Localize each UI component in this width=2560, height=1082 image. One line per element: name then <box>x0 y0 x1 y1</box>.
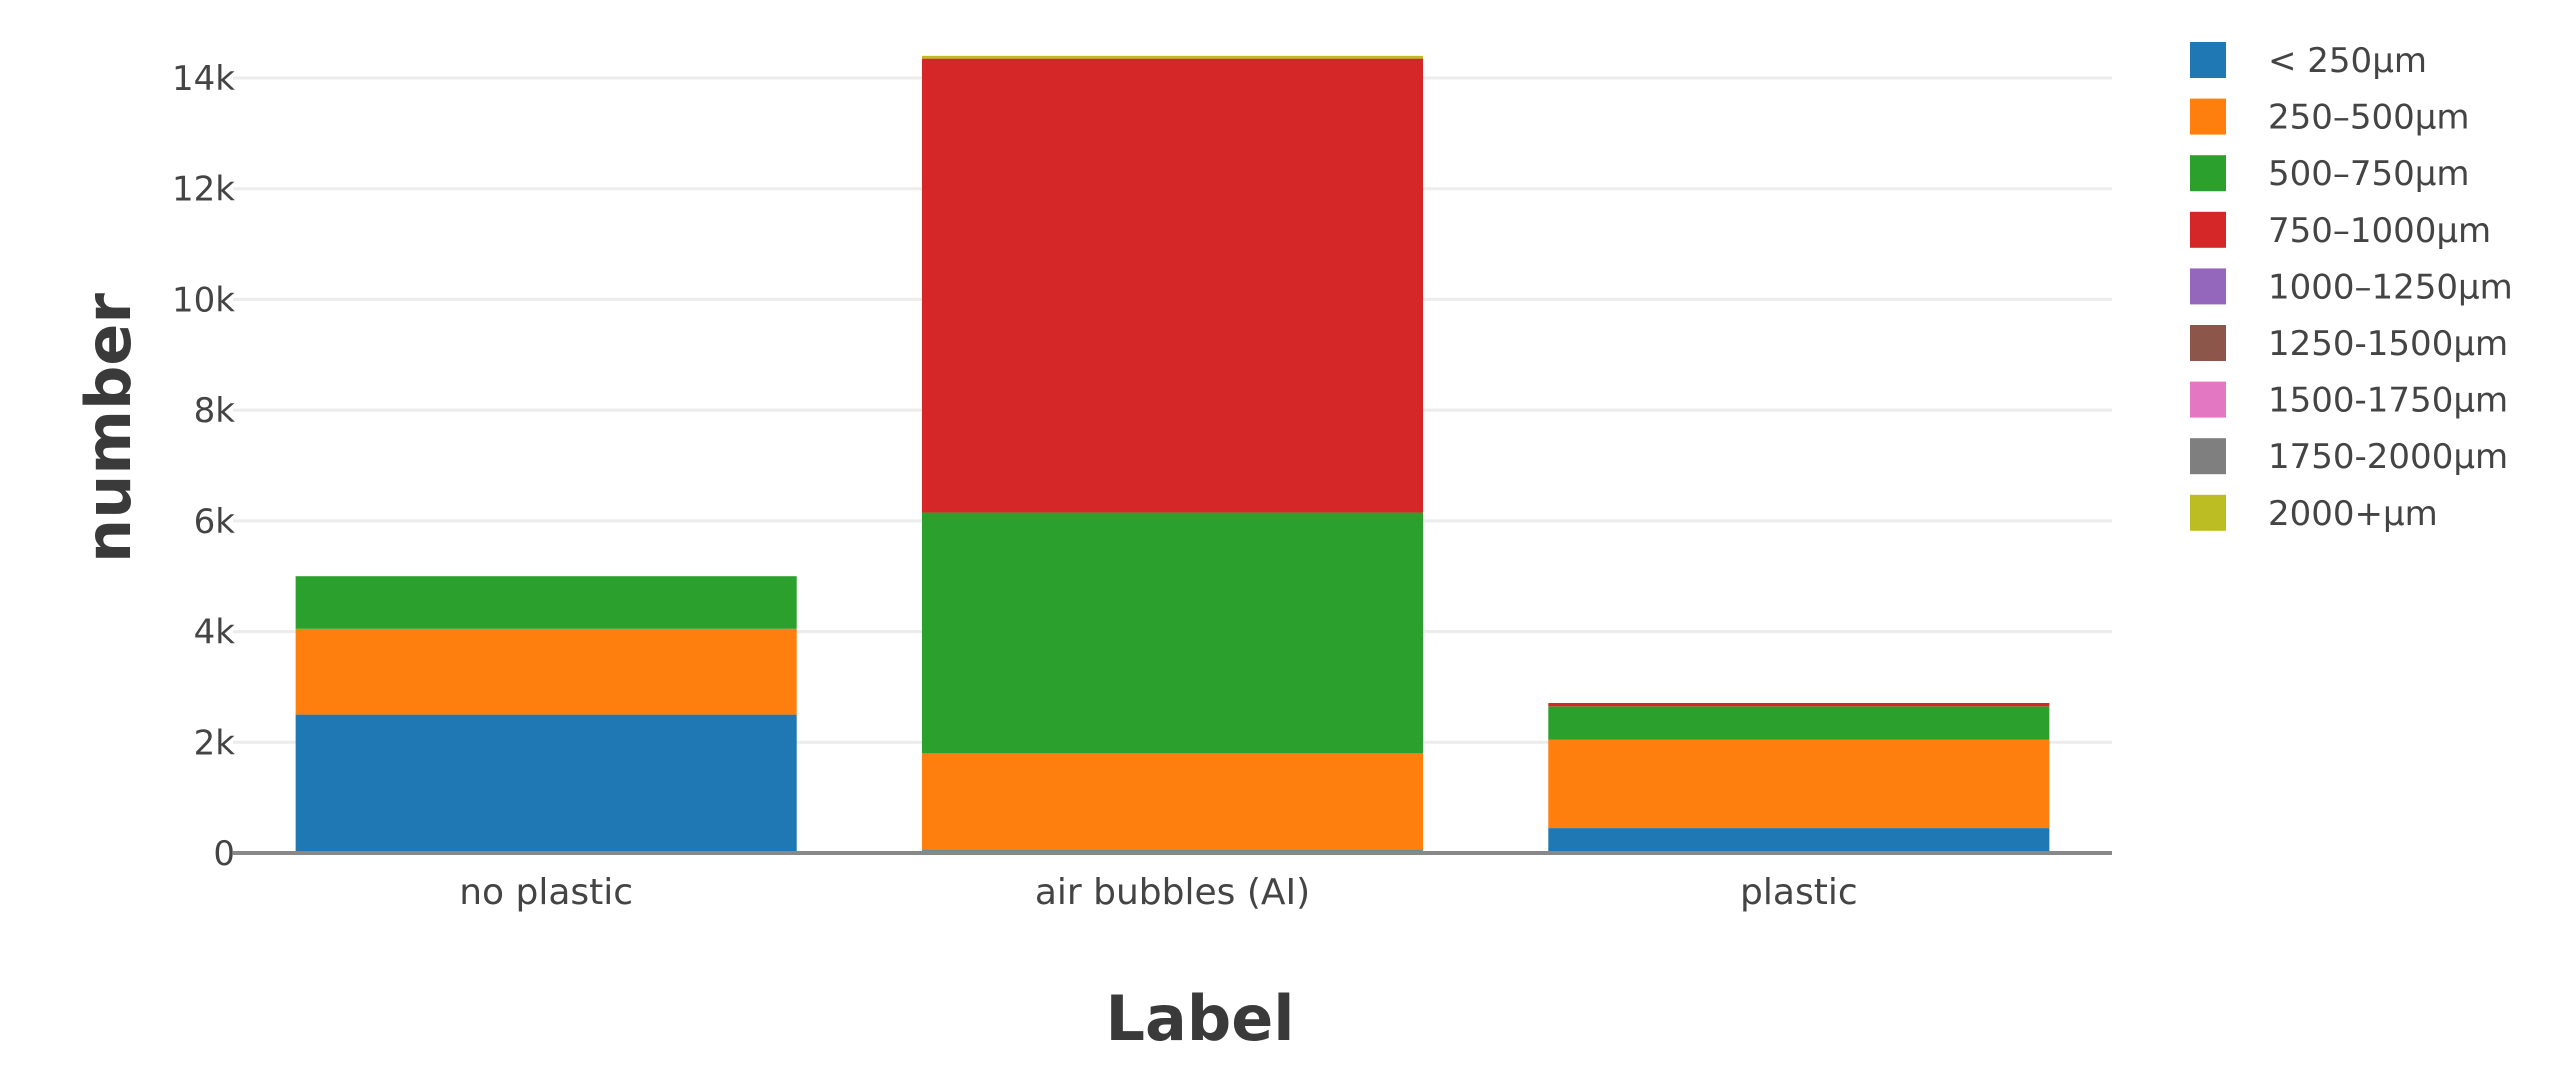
x-tick-label: no plastic <box>459 872 633 913</box>
legend-swatch <box>2190 325 2226 361</box>
legend-swatch <box>2190 268 2226 305</box>
legend-label: 750–1000µm <box>2268 211 2491 251</box>
bar-segment <box>921 55 1424 59</box>
bar-segment <box>1548 739 2050 829</box>
legend-swatch <box>2190 42 2226 78</box>
bar-segment <box>295 628 797 715</box>
y-tick-label: 0 <box>213 834 235 874</box>
legend-label: 1000–1250µm <box>2268 267 2513 307</box>
x-tick-label: plastic <box>1740 872 1858 913</box>
legend-swatch <box>2190 494 2226 531</box>
y-tick-label: 14k <box>172 59 235 99</box>
bar-segment <box>295 576 797 629</box>
bar-segment <box>295 714 797 853</box>
y-tick-label: 6k <box>194 502 236 542</box>
legend: < 250µm 250–500µm 500–750µm 750–1000µm 1000–… <box>2190 41 2513 534</box>
legend-swatch <box>2190 381 2226 418</box>
x-tick-labels: no plastic air bubbles (AI) plastic <box>459 872 1857 913</box>
x-tick-label: air bubbles (AI) <box>1035 872 1310 913</box>
y-axis-title: number <box>72 293 145 563</box>
legend-label: 1250-1500µm <box>2268 324 2508 364</box>
legend-swatch <box>2190 211 2226 248</box>
legend-swatch <box>2190 155 2226 192</box>
legend-swatch <box>2190 438 2226 475</box>
bar-segment <box>921 753 1424 851</box>
bar-segment <box>1548 706 2050 740</box>
legend-label: 500–750µm <box>2268 154 2470 194</box>
bar-segment <box>1548 702 2050 707</box>
bars <box>295 55 2050 853</box>
y-tick-labels: 0 2k 4k 6k 8k 10k 12k 14k <box>172 59 235 874</box>
bar-segment <box>1548 828 2050 853</box>
bar-segment <box>921 512 1424 754</box>
y-tick-label: 4k <box>194 613 236 653</box>
y-tick-label: 12k <box>172 170 235 210</box>
y-tick-label: 2k <box>194 723 236 763</box>
bar-segment <box>921 58 1424 513</box>
legend-label: 1500-1750µm <box>2268 381 2508 421</box>
legend-label: 2000+µm <box>2268 494 2438 534</box>
y-tick-label: 8k <box>194 391 236 431</box>
x-axis-title: Label <box>1105 982 1294 1055</box>
legend-swatch <box>2190 98 2226 135</box>
legend-label: 250–500µm <box>2268 98 2470 138</box>
legend-label: < 250µm <box>2268 41 2427 81</box>
y-tick-label: 10k <box>172 280 235 320</box>
legend-label: 1750-2000µm <box>2268 437 2508 477</box>
